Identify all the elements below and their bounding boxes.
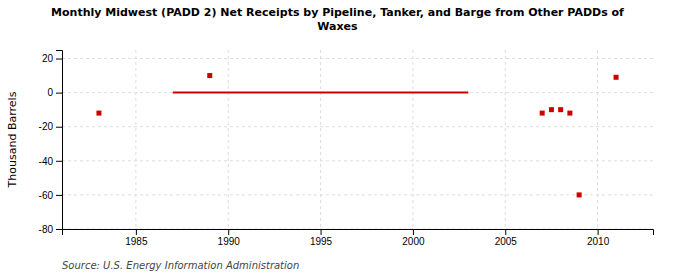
x-tick-label: 1985	[125, 236, 148, 247]
grid-line	[62, 194, 653, 195]
point	[577, 192, 582, 197]
x-tick: 1985	[125, 229, 148, 247]
point	[614, 75, 619, 80]
title: Monthly Midwest (PADD 2) Net Receipts by…	[51, 6, 624, 33]
x-axis: 1985 1990 1995 2000 2005 2010	[63, 229, 654, 247]
point	[207, 73, 212, 78]
chart: Monthly Midwest (PADD 2) Net Receipts by…	[0, 0, 675, 275]
grid-line	[135, 50, 136, 229]
x-tick: 1995	[310, 229, 333, 247]
y-tick: -40	[39, 156, 62, 167]
x-tick-label: 2010	[587, 236, 610, 247]
point	[549, 107, 554, 112]
y-tick: -80	[39, 224, 62, 235]
y-tick: 0	[47, 87, 62, 98]
x-tick: 2005	[495, 229, 518, 247]
grid-line	[597, 50, 598, 229]
x-tick-mark	[136, 229, 137, 235]
x-tick: 2010	[587, 229, 610, 247]
x-tick-label: 1990	[218, 236, 241, 247]
y-tick-label: 20	[42, 53, 54, 64]
y-tick-mark	[56, 195, 62, 196]
line	[173, 92, 469, 94]
y-tick-label: -20	[39, 121, 54, 132]
grid-line	[228, 50, 229, 229]
point	[558, 107, 563, 112]
point	[540, 111, 545, 116]
y-tick-mark	[56, 127, 62, 128]
y-tick: -20	[39, 121, 62, 132]
x-tick-mark	[505, 229, 506, 235]
y-tick-mark	[56, 93, 62, 94]
y-tick-mark	[56, 59, 62, 60]
y-tick-label: 0	[47, 87, 53, 98]
grid-line	[62, 92, 653, 93]
y-tick: -60	[39, 190, 62, 201]
plot-area: 1985 1990 1995 2000 2005 2010 -80 -60 -40 -20 0 20	[39, 50, 654, 247]
source: Source: U.S. Energy Information Administ…	[62, 260, 299, 271]
point	[96, 111, 101, 116]
x-tick-mark	[413, 229, 414, 235]
y-tick-mark	[56, 229, 62, 230]
y-axis-line	[56, 51, 63, 230]
grid	[62, 50, 653, 229]
grid-line	[320, 50, 321, 229]
x-tick-mark	[321, 229, 322, 235]
grid-line	[412, 50, 413, 229]
y-tick-label: -40	[39, 156, 54, 167]
x-tick-mark	[228, 229, 229, 235]
x-tick-label: 2000	[402, 236, 425, 247]
y-axis-title: Thousand Barrels	[6, 91, 19, 188]
x-tick-label: 2005	[495, 236, 518, 247]
y-tick-mark	[56, 161, 62, 162]
y-tick-label: -80	[39, 224, 54, 235]
x-tick: 1990	[218, 229, 241, 247]
x-tick-mark	[598, 229, 599, 235]
grid-line	[62, 160, 653, 161]
x-tick-label: 1995	[310, 236, 333, 247]
grid-line	[62, 58, 653, 59]
x-axis-line	[63, 230, 654, 236]
y-axis: -80 -60 -40 -20 0 20	[39, 51, 63, 235]
grid-line	[62, 126, 653, 127]
y-tick: 20	[42, 53, 62, 64]
marks	[96, 73, 618, 197]
y-tick-label: -60	[39, 190, 54, 201]
x-tick: 2000	[402, 229, 425, 247]
grid-line	[505, 50, 506, 229]
point	[567, 111, 572, 116]
